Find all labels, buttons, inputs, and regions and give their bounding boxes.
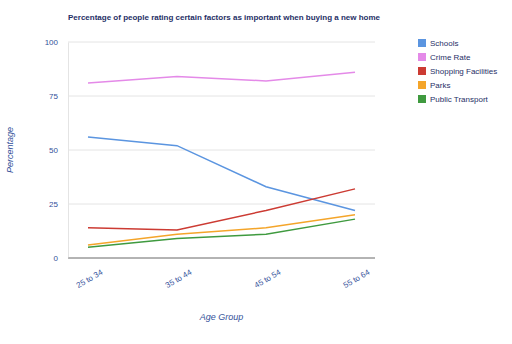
series-line (88, 215, 355, 245)
y-tick-label: 25 (49, 200, 58, 209)
x-tick-label: 55 to 64 (342, 268, 372, 291)
legend-swatch (418, 39, 426, 47)
y-tick-label: 50 (49, 146, 58, 155)
legend-label: Schools (430, 39, 458, 48)
x-axis-line (68, 258, 375, 259)
y-tick-label: 0 (54, 254, 59, 263)
legend-swatch (418, 95, 426, 103)
grid-line (68, 258, 375, 259)
series-line (88, 219, 355, 247)
legend-label: Crime Rate (430, 53, 471, 62)
y-tick: 75 (49, 92, 68, 101)
y-tick: 25 (49, 200, 68, 209)
legend: Schools Crime Rate Shopping Facilities Park… (418, 39, 497, 104)
x-tick: 35 to 44 (164, 258, 194, 290)
y-tick-label: 75 (49, 92, 58, 101)
y-tick: 100 (45, 38, 68, 47)
x-tick-label: 25 to 34 (75, 268, 105, 291)
y-axis-line (68, 43, 69, 259)
legend-label: Shopping Facilities (430, 67, 497, 76)
series-line (88, 72, 355, 83)
x-tick: 45 to 54 (253, 258, 283, 290)
x-tick: 55 to 64 (342, 258, 372, 290)
x-tick-label: 35 to 44 (164, 268, 194, 291)
background (0, 0, 512, 344)
series-line (88, 137, 355, 210)
legend-label: Parks (430, 81, 450, 90)
y-tick-label: 100 (45, 38, 59, 47)
y-tick: 50 (49, 146, 68, 155)
title: Percentage of people rating certain fact… (68, 13, 381, 22)
grid-line (68, 42, 375, 43)
legend-swatch (418, 81, 426, 89)
legend-swatch (418, 53, 426, 61)
grid-line (68, 96, 375, 97)
legend-swatch (418, 67, 426, 75)
series-line (88, 189, 355, 230)
y-axis: 0 25 50 75 100 (45, 38, 69, 263)
y-tick: 0 (54, 254, 68, 263)
legend-label: Public Transport (430, 95, 489, 104)
y-axis-title: Percentage (5, 127, 15, 173)
chart: 0 25 50 75 100 25 to 34 35 to 44 45 to 54 55 to … (0, 0, 512, 344)
x-tick-label: 45 to 54 (253, 268, 283, 291)
x-tick: 25 to 34 (75, 258, 105, 290)
lines (88, 72, 355, 247)
x-axis-title: Age Group (199, 312, 244, 322)
grid (68, 42, 375, 258)
x-axis: 25 to 34 35 to 44 45 to 54 55 to 64 (68, 258, 375, 290)
grid-line (68, 150, 375, 151)
